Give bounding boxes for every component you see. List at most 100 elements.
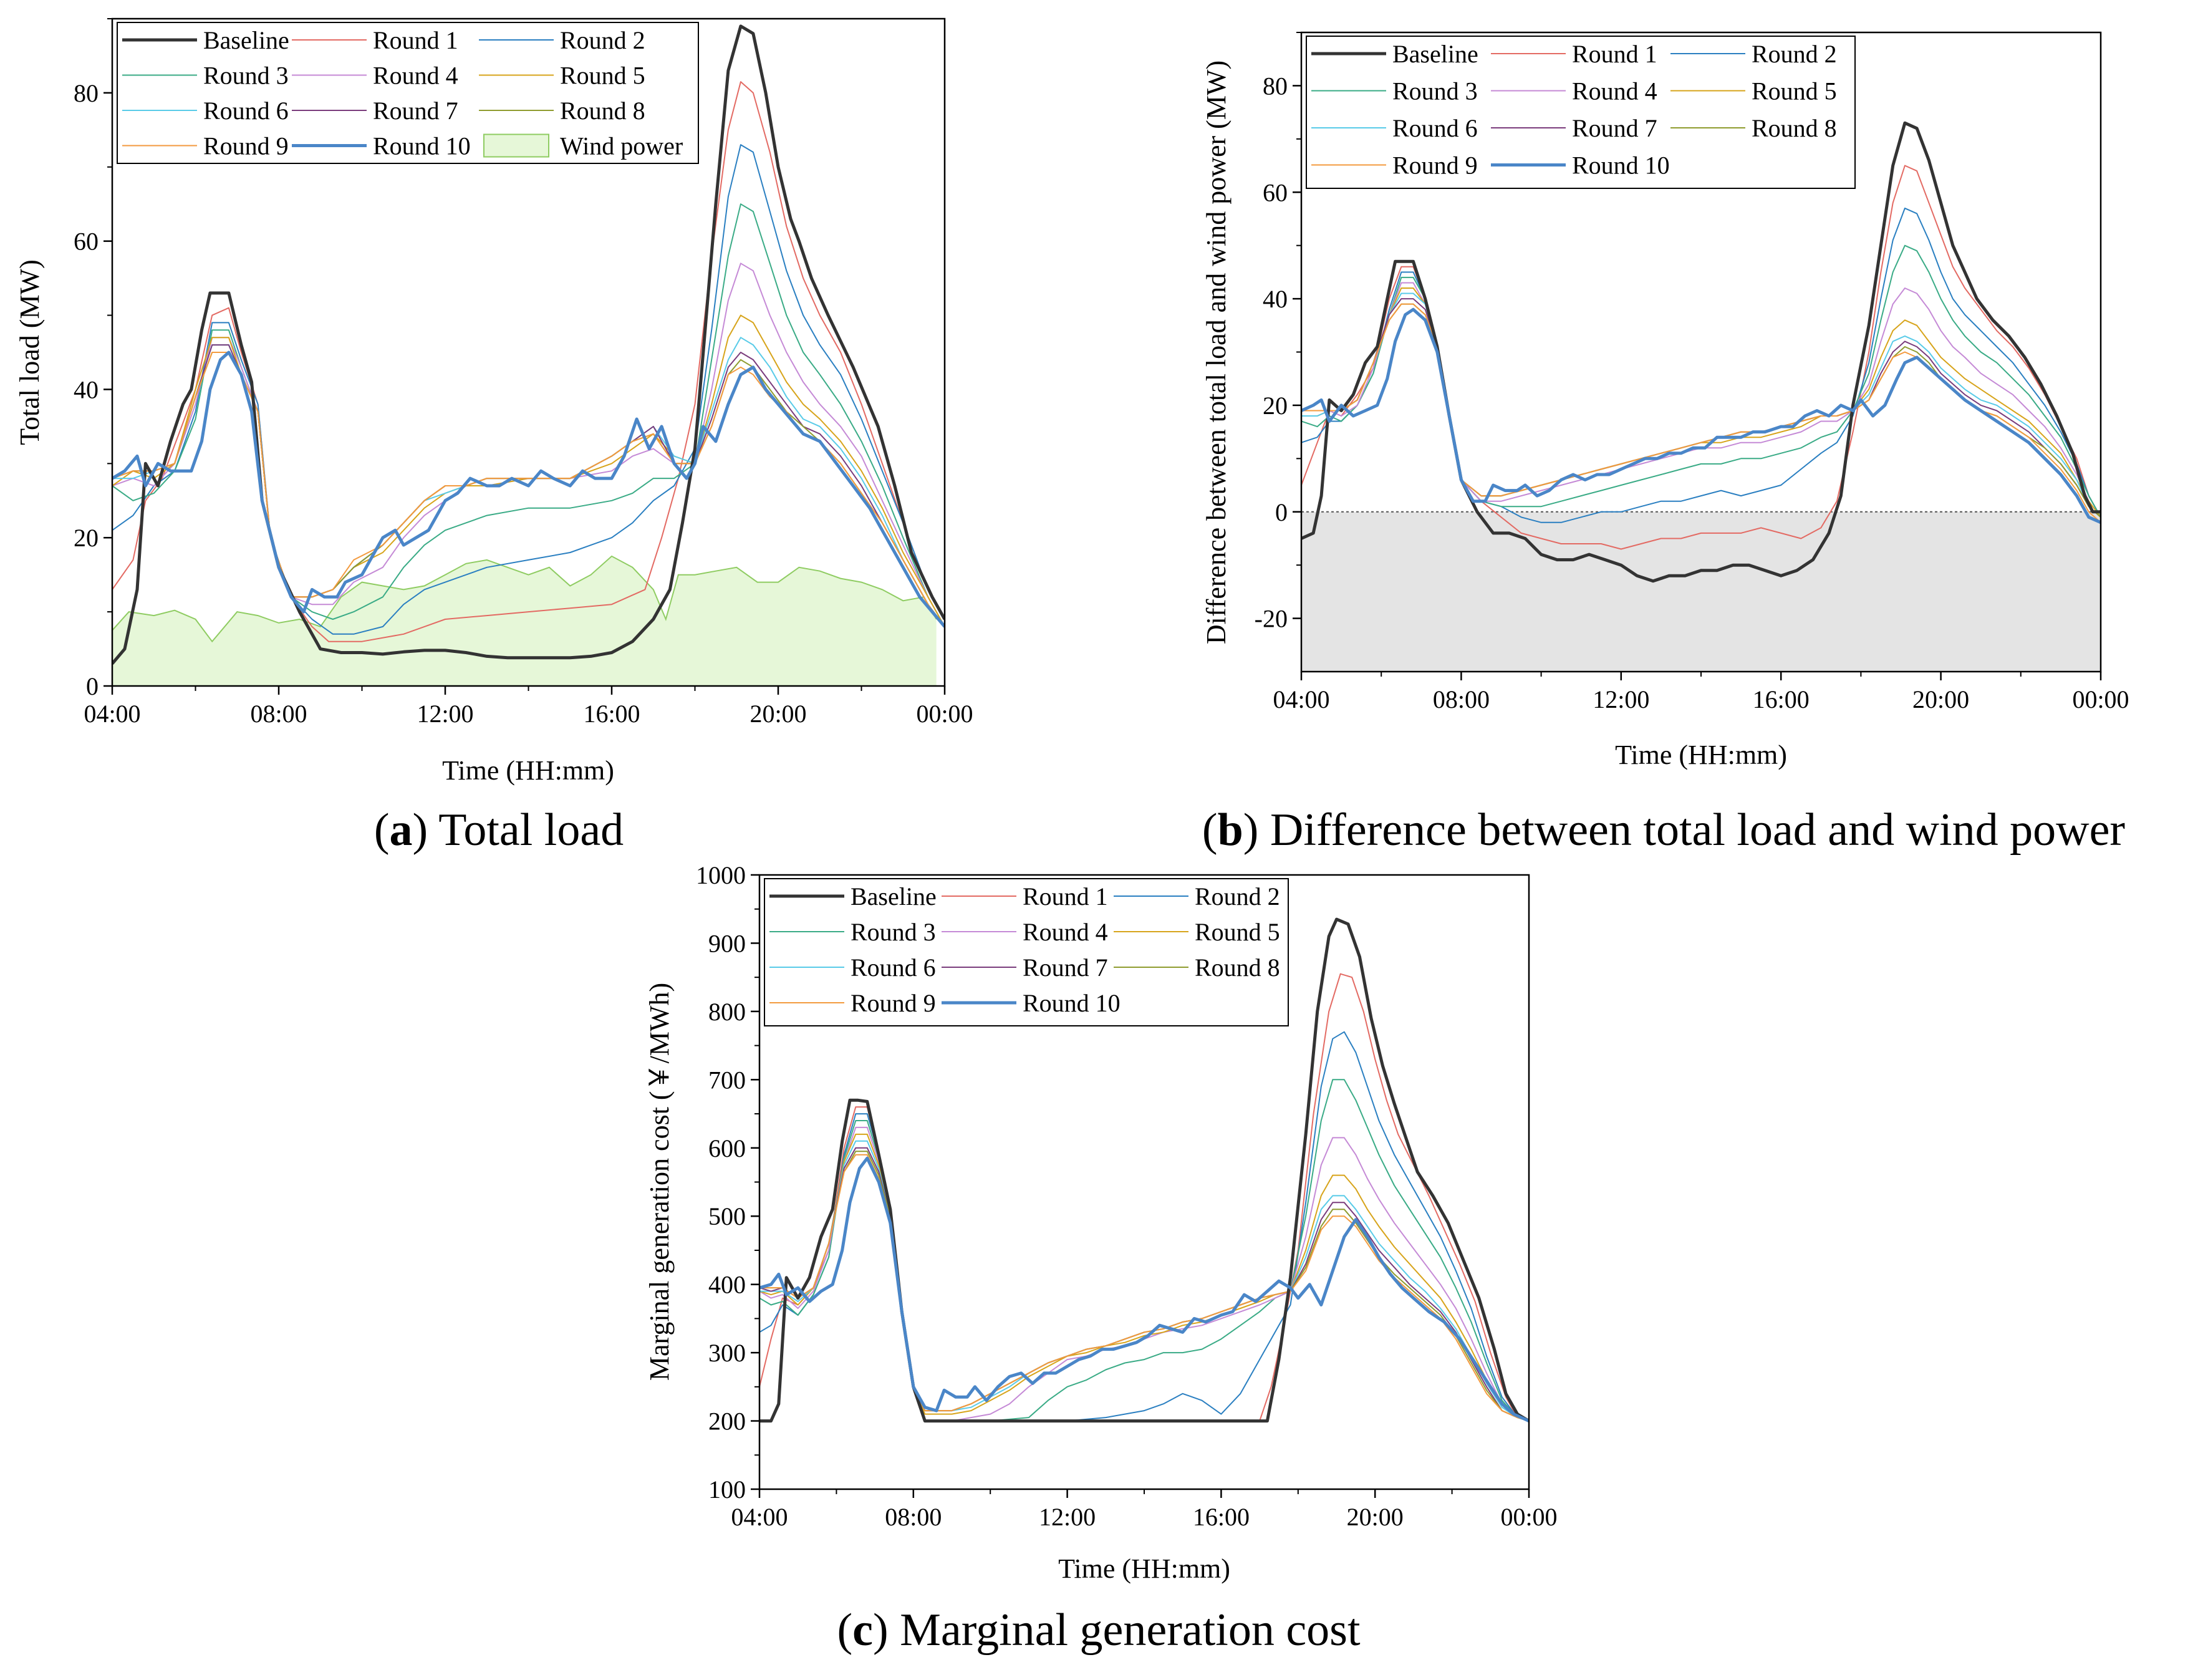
y-tick-label: 600 (708, 1134, 746, 1162)
series-line-round-9 (1301, 303, 2101, 523)
y-tick-label: 500 (708, 1202, 746, 1230)
y-tick-label: 200 (708, 1407, 746, 1436)
series-line-baseline (112, 24, 945, 665)
legend-label: Round 5 (1195, 918, 1280, 946)
panel-caption: (b) Difference between total load and wi… (1202, 804, 2125, 856)
plot-area (112, 24, 945, 686)
x-tick-label: 20:00 (1347, 1503, 1404, 1531)
legend-swatch (483, 133, 549, 158)
x-tick-label: 16:00 (1193, 1503, 1250, 1531)
legend-label: Round 2 (1752, 40, 1837, 68)
series-line-round-1 (1301, 165, 2101, 550)
x-tick-label: 04:00 (84, 700, 140, 728)
x-tick-label: 00:00 (1500, 1503, 1557, 1531)
series-line-round-3 (759, 1079, 1529, 1422)
series-line-round-6 (759, 1140, 1529, 1422)
legend-item: Round 4 (1491, 77, 1657, 105)
legend-label: Round 9 (851, 989, 936, 1017)
y-tick-label: 80 (74, 79, 99, 107)
x-tick-label: 08:00 (250, 700, 307, 728)
legend-item: Round 1 (1491, 40, 1657, 68)
legend-label: Round 1 (373, 26, 458, 54)
x-tick-label: 08:00 (1433, 685, 1490, 713)
series-line-baseline (1301, 121, 2101, 583)
legend-label: Round 4 (1023, 918, 1108, 946)
legend: Baseline Round 1 Round 2 Round 3 Round 4 Roun… (1306, 36, 1856, 189)
y-tick-label: -20 (1255, 605, 1288, 633)
plot-area (759, 917, 1529, 1423)
y-tick-label: 100 (708, 1475, 746, 1504)
legend-label: Round 4 (373, 62, 458, 90)
x-tick-label: 04:00 (731, 1503, 788, 1531)
x-tick-label: 12:00 (417, 700, 473, 728)
y-tick-label: 60 (1263, 178, 1288, 206)
legend-item: Round 5 (1670, 77, 1837, 105)
legend-label: Round 3 (851, 918, 936, 946)
legend-item: Baseline (122, 26, 289, 54)
y-tick-label: 20 (74, 524, 99, 552)
y-axis-title: Marginal generation cost (￥/MWh) (644, 983, 675, 1381)
legend-label: Round 3 (1392, 77, 1478, 105)
series-line-round-10 (112, 350, 945, 628)
series-line-round-2 (1301, 207, 2101, 523)
y-tick-label: 0 (86, 672, 99, 700)
y-tick-label: 40 (74, 375, 99, 403)
series-line-round-2 (112, 144, 945, 635)
legend-item: Round 9 (769, 989, 936, 1017)
legend-label: Round 7 (1572, 114, 1657, 142)
panel-caption: (c) Marginal generation cost (837, 1605, 1361, 1656)
y-tick-label: 20 (1263, 392, 1288, 420)
caption-letter: b (1218, 804, 1243, 856)
legend-box (1306, 36, 1856, 189)
legend-label: Round 1 (1023, 882, 1108, 910)
legend-label: Round 8 (1195, 953, 1280, 982)
x-axis-title: Time (HH:mm) (442, 755, 614, 786)
legend-label: Round 9 (1392, 152, 1478, 180)
legend-item: Round 3 (1311, 77, 1478, 105)
legend-item: Round 8 (479, 97, 645, 125)
legend-item: Round 10 (292, 132, 471, 160)
wind-power-area (112, 556, 937, 686)
legend-label: Round 5 (1752, 77, 1837, 105)
legend-item: Round 3 (769, 918, 936, 946)
y-tick-label: 40 (1263, 285, 1288, 313)
legend-item: Round 2 (1114, 882, 1280, 910)
caption-letter: a (389, 804, 412, 856)
caption-text: Total load (438, 804, 624, 856)
y-axis-title: Difference between total load and wind p… (1201, 60, 1232, 644)
legend-label: Round 4 (1572, 77, 1657, 105)
legend-item: Round 6 (122, 97, 289, 125)
legend: Baseline Round 1 Round 2 Round 3 Round 4 Roun… (764, 878, 1289, 1026)
legend-item: Round 5 (1114, 918, 1280, 946)
legend-label: Round 8 (560, 97, 645, 125)
x-axis-title: Time (HH:mm) (1058, 1553, 1230, 1584)
legend-label: Round 10 (1023, 989, 1121, 1017)
legend-label: Round 8 (1752, 114, 1837, 142)
legend-label: Baseline (1392, 40, 1478, 68)
legend-label: Round 6 (851, 953, 936, 982)
legend-label: Round 5 (560, 62, 645, 90)
panel-difference: Difference between total load and wind p… (1201, 31, 2129, 856)
legend-label: Wind power (560, 132, 683, 160)
panel-caption: (a) Total load (374, 804, 624, 856)
x-tick-label: 00:00 (2072, 685, 2129, 713)
x-tick-label: 16:00 (1753, 685, 1810, 713)
series-line-round-8 (759, 1151, 1529, 1422)
legend-item: Round 7 (1491, 114, 1657, 142)
caption-letter: c (852, 1605, 873, 1656)
legend-label: Baseline (851, 882, 937, 910)
y-tick-label: 800 (708, 998, 746, 1026)
legend-item: Round 8 (1670, 114, 1837, 142)
legend-label: Round 6 (203, 97, 289, 125)
x-axis-title: Time (HH:mm) (1615, 740, 1787, 770)
panel-marginal-cost: Marginal generation cost (￥/MWh) Time (H… (644, 861, 1558, 1656)
y-tick-label: 60 (74, 228, 99, 256)
legend-label: Round 3 (203, 62, 289, 90)
series-line-round-2 (759, 1031, 1529, 1422)
series-line-round-10 (1301, 307, 2101, 524)
y-tick-label: 0 (1275, 498, 1288, 526)
legend-label: Round 7 (373, 97, 458, 125)
series-line-round-4 (759, 1126, 1529, 1422)
legend-label: Round 2 (560, 26, 645, 54)
